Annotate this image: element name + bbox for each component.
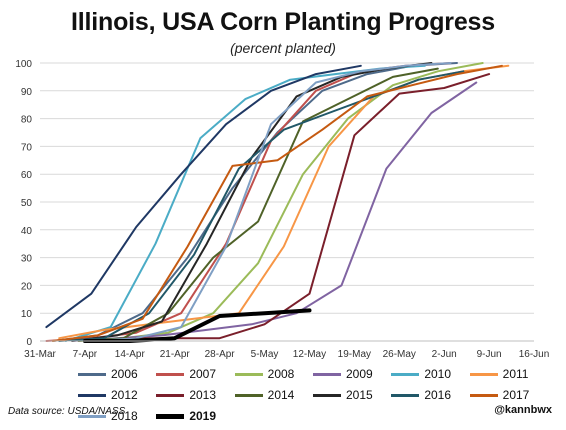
legend-item-2016: 2016 [391, 387, 469, 403]
gridlines [40, 62, 534, 314]
legend-swatch [313, 393, 341, 397]
legend-label: 2013 [189, 388, 217, 402]
y-tick-label: 10 [21, 309, 33, 320]
series-line-2010 [64, 64, 426, 342]
y-tick-label: 20 [21, 281, 33, 292]
legend-swatch [234, 372, 263, 376]
legend-swatch [313, 372, 341, 376]
series-line-2012 [45, 64, 362, 329]
legend-label: 2015 [346, 388, 373, 402]
legend-swatch [391, 372, 420, 376]
x-axis-tick-labels: 31-Mar 7-Apr 14-Apr 21-Apr 28-Apr 5-May 12-May… [24, 349, 549, 360]
chart-legend: 2006 2007 2008 2009 2010 2011 2012 2013 2014 2015… [78, 366, 548, 424]
y-tick-label: 70 [21, 142, 33, 153]
data-source-note: Data source: USDA/NASS [8, 406, 126, 417]
y-tick-label: 30 [21, 254, 33, 265]
x-tick-label: 31-Mar [24, 349, 56, 360]
legend-label: 2012 [111, 388, 138, 402]
legend-label: 2017 [502, 388, 530, 402]
series-lines [45, 62, 510, 343]
y-tick-label: 100 [15, 59, 32, 70]
series-line-2016 [58, 70, 465, 342]
legend-label: 2014 [267, 388, 295, 402]
x-tick-label: 2-Jun [432, 349, 457, 360]
x-tick-label: 21-Apr [160, 349, 191, 360]
x-tick-label: 12-May [293, 349, 326, 360]
legend-item-2015: 2015 [313, 387, 391, 403]
legend-label: 2007 [189, 367, 217, 381]
x-tick-label: 9-Jun [477, 349, 502, 360]
x-tick-label: 7-Apr [73, 349, 98, 360]
legend-item-2012: 2012 [78, 387, 156, 403]
legend-item-2006: 2006 [78, 366, 156, 382]
legend-label: 2009 [346, 367, 373, 381]
legend-label: 2008 [267, 367, 295, 381]
legend-item-2017: 2017 [469, 387, 548, 403]
legend-label: 2018 [111, 409, 138, 423]
chart-title: Illinois, USA Corn Planting Progress [71, 8, 495, 36]
legend-swatch [78, 372, 106, 376]
legend-item-2011: 2011 [469, 366, 548, 382]
legend-swatch [234, 393, 263, 397]
author-handle: @kannbwx [494, 404, 552, 416]
legend-label: 2011 [502, 367, 529, 381]
y-tick-label: 90 [21, 87, 33, 98]
legend-swatch [78, 393, 106, 397]
y-tick-label: 80 [21, 115, 33, 126]
legend-label: 2016 [424, 388, 452, 402]
y-axis-tick-labels: 0 10 20 30 40 50 60 70 80 90 100 [15, 59, 32, 348]
legend-item-2013: 2013 [156, 387, 234, 403]
series-line-2006 [51, 62, 458, 342]
legend-swatch [156, 393, 185, 397]
legend-item-2018: 2018 [78, 408, 156, 424]
legend-swatch [469, 393, 498, 397]
legend-swatch [78, 414, 106, 418]
legend-item-2010: 2010 [391, 366, 469, 382]
x-tick-label: 19-May [338, 349, 371, 360]
series-line-2014 [77, 67, 439, 342]
y-tick-label: 60 [21, 170, 33, 181]
legend-label: 2006 [111, 367, 138, 381]
legend-swatch [156, 372, 185, 376]
x-tick-label: 14-Apr [115, 349, 146, 360]
legend-item-2019: 2019 [156, 408, 234, 424]
legend-label: 2019 [189, 409, 217, 423]
series-line-2018 [90, 62, 452, 342]
y-tick-label: 50 [21, 198, 33, 209]
y-tick-label: 40 [21, 226, 33, 237]
series-line-2017 [51, 64, 503, 342]
legend-swatch [391, 393, 420, 397]
legend-item-2007: 2007 [156, 366, 234, 382]
x-tick-label: 26-May [383, 349, 416, 360]
legend-item-2008: 2008 [234, 366, 313, 382]
legend-label: 2010 [424, 367, 452, 381]
legend-item-2014: 2014 [234, 387, 313, 403]
legend-swatch [469, 372, 498, 376]
x-tick-label: 28-Apr [205, 349, 236, 360]
chart-subtitle: (percent planted) [230, 40, 336, 56]
y-tick-label: 0 [26, 337, 32, 348]
legend-item-2009: 2009 [313, 366, 391, 382]
x-tick-label: 16-Jun [519, 349, 550, 360]
x-tick-label: 5-May [251, 349, 279, 360]
legend-swatch [156, 413, 185, 419]
